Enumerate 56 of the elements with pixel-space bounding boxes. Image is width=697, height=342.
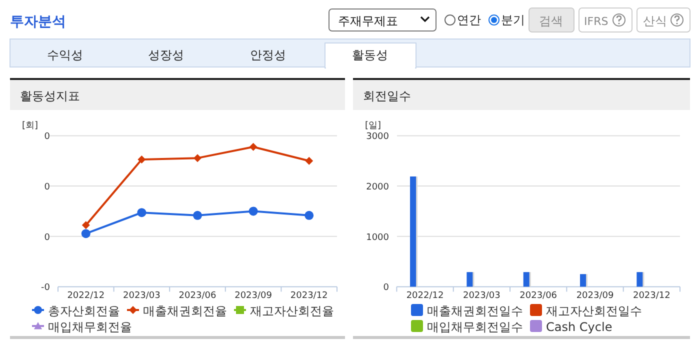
y-axis-title: [회] — [22, 121, 38, 131]
point — [194, 154, 202, 162]
x-tick-label: 2023/12 — [290, 291, 328, 301]
x-tick-label: 2023/03 — [123, 291, 160, 301]
point — [248, 206, 258, 216]
text: 연간 — [457, 13, 481, 27]
text: 수익성 — [47, 48, 83, 62]
legend-item: 매출채권회전일수 — [411, 304, 523, 318]
point — [82, 221, 90, 230]
text: 투자분석 — [10, 14, 66, 30]
text: 주재무제표 — [338, 14, 398, 28]
x-tick-label: 2022/12 — [67, 291, 105, 301]
text: 활동성 — [352, 48, 388, 62]
text: 산식 — [643, 14, 667, 28]
point — [305, 156, 314, 165]
legend-label: 매입채무회전율 — [48, 320, 132, 334]
annotation: -0 — [41, 283, 50, 294]
text: 검색 — [539, 14, 563, 28]
legend-item: 매출채권회전율 — [127, 304, 227, 318]
x-tick-label: 2022/12 — [406, 291, 444, 301]
annotation: 0 — [44, 182, 50, 193]
legend-label: 총자산회전율 — [48, 304, 120, 318]
y-tick-label: 3000 — [366, 132, 390, 142]
legend-item: 매입채무회전율 — [32, 320, 132, 334]
annotation: 0 — [44, 232, 50, 243]
y-tick-label: 2000 — [366, 182, 390, 193]
point — [249, 142, 258, 151]
text: 분기 — [501, 13, 525, 27]
text: 성장성 — [148, 48, 184, 62]
point — [81, 229, 90, 238]
x-tick-label: 2023/12 — [632, 291, 670, 301]
point — [193, 210, 202, 220]
legend-label: 재고자산회전율 — [250, 304, 334, 318]
text: IFRS — [584, 15, 608, 28]
x-tick-label: 2023/09 — [234, 291, 272, 301]
y-axis-title: [일] — [365, 121, 382, 131]
legend-label: 매출채권회전율 — [143, 304, 227, 318]
legend-item: 재고자산회전일수 — [530, 304, 642, 318]
legend-label: Cash Cycle — [546, 320, 612, 334]
text: 0 — [44, 132, 50, 142]
text: 안정성 — [250, 48, 286, 62]
x-tick-label: 2023/09 — [576, 291, 614, 301]
legend-item: 총자산회전율 — [32, 304, 120, 318]
legend-item: Cash Cycle — [530, 320, 612, 334]
point — [137, 208, 146, 218]
legend-item: 매입채무회전일수 — [411, 320, 523, 334]
chart-title: 회전일수 — [363, 89, 411, 103]
point — [138, 155, 146, 164]
legend-item: 재고자산회전율 — [234, 304, 334, 318]
y-tick-label: 0 — [383, 283, 390, 294]
x-tick-label: 2023/06 — [520, 291, 558, 301]
chart-title: 활동성지표 — [20, 89, 80, 103]
x-tick-label: 2023/03 — [462, 291, 500, 301]
point — [304, 210, 314, 220]
y-tick-label: 1000 — [366, 232, 390, 243]
x-tick-label: 2023/06 — [178, 291, 216, 301]
